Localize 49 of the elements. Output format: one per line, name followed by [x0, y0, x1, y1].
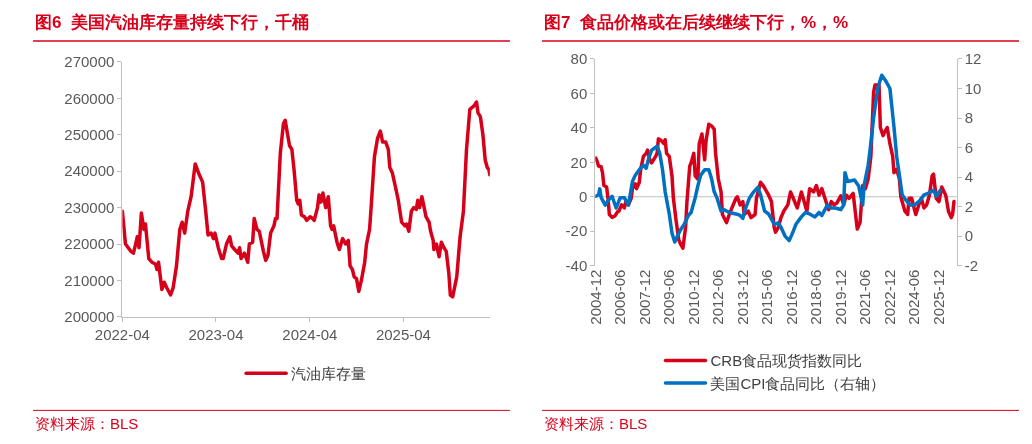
x-tick-label: 2007-12 [635, 269, 653, 325]
chart-title: 图7 食品价格或在后续继续下行，%，% [544, 13, 849, 32]
x-tick-label: 2024-06 [905, 269, 923, 325]
y2-tick-label: 6 [964, 138, 974, 156]
x-tick-label: 2023-04 [188, 325, 244, 343]
y2-tick-label: 10 [964, 79, 982, 97]
y-tick-label: 240000 [64, 162, 115, 180]
y-tick-label: -20 [565, 222, 588, 240]
x-tick-label: 2019-12 [831, 269, 849, 325]
y-tick-label: 230000 [64, 198, 115, 216]
y-tick-label: 80 [570, 50, 588, 68]
x-tick-label: 2018-06 [807, 269, 825, 325]
x-tick-label: 2012-06 [709, 269, 727, 325]
legend-label: CRB食品现货指数同比 [710, 352, 863, 370]
y2-tick-label: 4 [964, 168, 974, 186]
y-tick-label: 40 [570, 119, 588, 137]
y2-tick-label: -2 [964, 256, 979, 274]
y-tick-label: 60 [570, 84, 588, 102]
x-tick-label: 2024-04 [282, 325, 338, 343]
x-tick-label: 2009-06 [660, 269, 678, 325]
y-tick-label: -40 [565, 256, 588, 274]
legend-label: 汽油库存量 [291, 365, 367, 383]
legend-label: 美国CPI食品同比（右轴） [710, 374, 886, 392]
x-tick-label: 2015-06 [758, 269, 776, 325]
y-tick-label: 270000 [64, 53, 115, 71]
y-tick-label: 0 [578, 187, 588, 205]
text: 资料来源：BLS [35, 415, 139, 432]
y-tick-label: 200000 [64, 308, 115, 326]
y-tick-label: 220000 [64, 235, 115, 253]
x-tick-label: 2021-06 [856, 269, 874, 325]
x-tick-label: 2022-12 [880, 269, 898, 325]
y-tick-label: 260000 [64, 89, 115, 107]
y2-tick-label: 2 [964, 197, 974, 215]
x-tick-label: 2013-12 [733, 269, 751, 325]
y-tick-label: 250000 [64, 126, 115, 144]
y2-tick-label: 12 [964, 50, 982, 68]
x-tick-label: 2004-12 [586, 269, 604, 325]
y-tick-label: 20 [570, 153, 588, 171]
y-tick-label: 210000 [64, 271, 115, 289]
y2-tick-label: 0 [964, 227, 974, 245]
x-tick-label: 2006-06 [611, 269, 629, 325]
chart-title: 图6 美国汽油库存量持续下行，千桶 [35, 13, 309, 32]
x-tick-label: 2016-12 [782, 269, 800, 325]
text: 资料来源：BLS [544, 415, 648, 432]
y2-tick-label: 8 [964, 109, 974, 127]
x-tick-label: 2022-04 [94, 325, 150, 343]
x-tick-label: 2025-12 [929, 269, 947, 325]
x-tick-label: 2025-04 [375, 325, 431, 343]
x-tick-label: 2010-12 [684, 269, 702, 325]
